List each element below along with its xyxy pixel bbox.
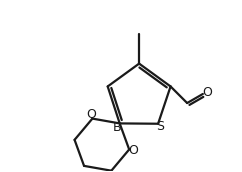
Text: B: B — [112, 121, 121, 133]
Text: S: S — [156, 120, 164, 133]
Text: O: O — [86, 109, 96, 121]
Text: O: O — [203, 86, 212, 99]
Text: O: O — [128, 144, 138, 157]
